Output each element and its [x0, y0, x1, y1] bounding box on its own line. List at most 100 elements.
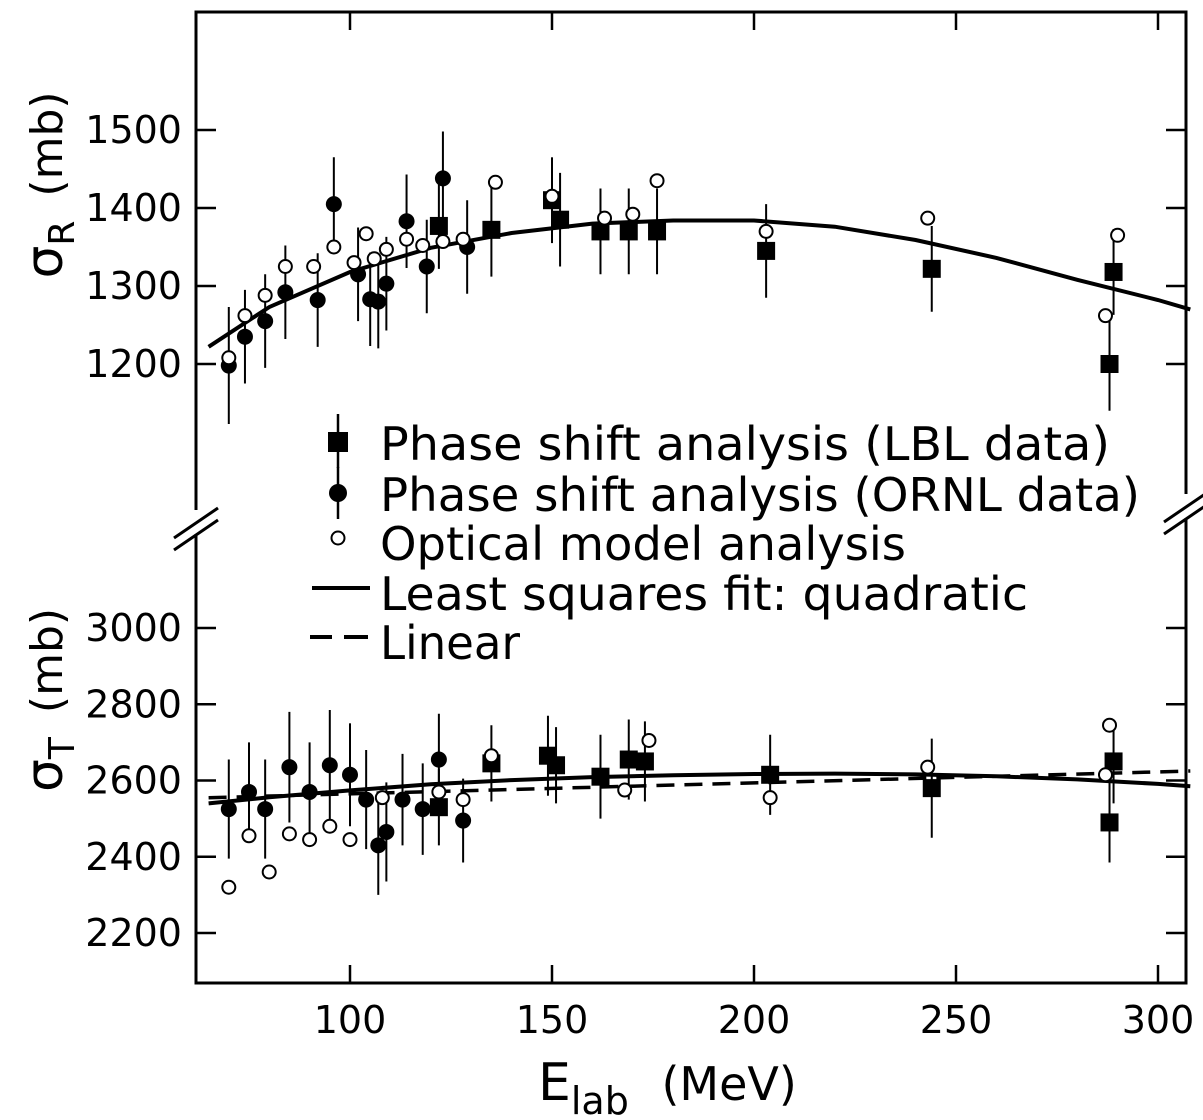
linear-fit-line-sigma_T: [208, 769, 1191, 800]
filled-circle-marker: [277, 284, 294, 301]
axis-ticks: 100 150 200 250 300 1200 1300 1400 1500 2200 2400 2…: [85, 12, 1194, 1042]
open-circle-marker: [221, 350, 237, 366]
legend-square-marker: [328, 432, 348, 452]
filled-circle-marker: [301, 783, 318, 800]
square-marker: [922, 259, 941, 278]
open-circle-marker: [374, 790, 390, 806]
open-circle-marker: [1097, 767, 1113, 783]
x-axis-title: Elab (MeV): [538, 1053, 797, 1120]
legend: Phase shift analysis (LBL data)Phase shi…: [310, 414, 1140, 670]
legend-filled-circle-marker: [329, 484, 347, 502]
x-tick-label: 100: [314, 998, 387, 1042]
filled-circle-marker: [325, 196, 342, 213]
filled-circle-marker: [378, 275, 395, 292]
square-marker: [591, 767, 610, 786]
open-circle-marker: [302, 832, 318, 848]
square-marker: [757, 241, 776, 260]
square-marker: [429, 798, 448, 817]
legend-label: Phase shift analysis (LBL data): [380, 417, 1110, 471]
y-tick-label-sigma_T: 2800: [85, 682, 182, 726]
legend-label: Least squares fit: quadratic: [380, 567, 1028, 621]
square-marker: [619, 222, 638, 241]
filled-circle-marker: [434, 170, 451, 187]
y-tick-label-sigma_T: 2600: [85, 759, 182, 803]
axis-break-line-right: [1163, 493, 1203, 524]
open-circle-marker: [483, 748, 499, 764]
open-circle-marker: [237, 308, 253, 324]
open-circle-marker: [257, 287, 273, 303]
legend-label: Optical model analysis: [380, 517, 906, 571]
open-circle-marker: [399, 231, 415, 247]
square-marker: [1104, 752, 1123, 771]
y-tick-label-sigma_R: 1400: [85, 186, 182, 230]
x-tick-label: 250: [920, 998, 993, 1042]
filled-circle-marker: [257, 313, 274, 330]
legend-label: Phase shift analysis (ORNL data): [380, 468, 1140, 522]
x-tick-label: 200: [718, 998, 791, 1042]
data-markers: [220, 131, 1126, 895]
open-circle-marker: [366, 251, 382, 267]
filled-circle-marker: [398, 213, 415, 230]
quadratic-fit-line-sigma_T: [208, 771, 1191, 806]
square-marker: [1104, 262, 1123, 281]
open-circle-marker: [342, 832, 358, 848]
filled-circle-marker: [394, 791, 411, 808]
open-circle-marker: [597, 210, 613, 226]
axis-titles: Elab (MeV) σR (mb) σT (mb): [15, 91, 797, 1120]
filled-circle-marker: [350, 266, 367, 283]
open-circle-marker: [544, 188, 560, 204]
filled-circle-marker: [220, 801, 237, 818]
open-circle-marker: [641, 732, 657, 748]
filled-circle-marker: [281, 759, 298, 776]
square-marker: [635, 752, 654, 771]
open-circle-marker: [649, 173, 665, 189]
legend-open-circle-marker: [330, 530, 346, 546]
open-circle-marker: [920, 210, 936, 226]
open-circle-marker: [487, 174, 503, 190]
filled-circle-marker: [236, 328, 253, 345]
open-circle-marker: [322, 818, 338, 834]
y-axis-title-sigma_R: σR (mb): [15, 91, 83, 278]
square-marker: [761, 765, 780, 784]
filled-circle-marker: [257, 801, 274, 818]
open-circle-marker: [241, 828, 257, 844]
filled-circle-marker: [455, 812, 472, 829]
open-circle-marker: [920, 759, 936, 775]
axis-break-line-left: [173, 506, 219, 540]
filled-circle-marker: [418, 258, 435, 275]
y-tick-label-sigma_T: 2400: [85, 835, 182, 879]
open-circle-marker: [1097, 308, 1113, 324]
filled-circle-marker: [309, 292, 326, 309]
axis-break-line-left: [173, 518, 219, 552]
filled-circle-marker: [370, 837, 387, 854]
open-circle-marker: [758, 223, 774, 239]
open-circle-marker: [625, 206, 641, 222]
y-tick-label-sigma_T: 3000: [85, 606, 182, 650]
filled-circle-marker: [414, 801, 431, 818]
square-marker: [619, 750, 638, 769]
filled-circle-marker: [342, 766, 358, 783]
square-marker: [1100, 355, 1119, 373]
axis-break-marks: [173, 493, 1203, 552]
fit-lines: [207, 218, 1191, 806]
open-circle-marker: [617, 782, 633, 798]
filled-circle-marker: [430, 751, 447, 768]
square-marker: [429, 216, 448, 235]
quadratic-fit-line-sigma_R: [207, 218, 1191, 349]
open-circle-marker: [378, 241, 394, 257]
square-marker: [482, 220, 501, 239]
open-circle-marker: [762, 790, 778, 806]
y-tick-label-sigma_R: 1500: [85, 108, 182, 152]
x-tick-label: 300: [1122, 998, 1195, 1042]
open-circle-marker: [346, 255, 362, 271]
open-circle-marker: [221, 879, 237, 895]
filled-circle-marker: [358, 791, 375, 808]
square-marker: [591, 222, 610, 241]
open-circle-marker: [261, 864, 277, 880]
open-circle-marker: [281, 826, 297, 842]
open-circle-marker: [277, 259, 293, 274]
open-circle-marker: [455, 792, 471, 808]
y-tick-label-sigma_R: 1300: [85, 264, 182, 308]
open-circle-marker: [1102, 717, 1118, 733]
